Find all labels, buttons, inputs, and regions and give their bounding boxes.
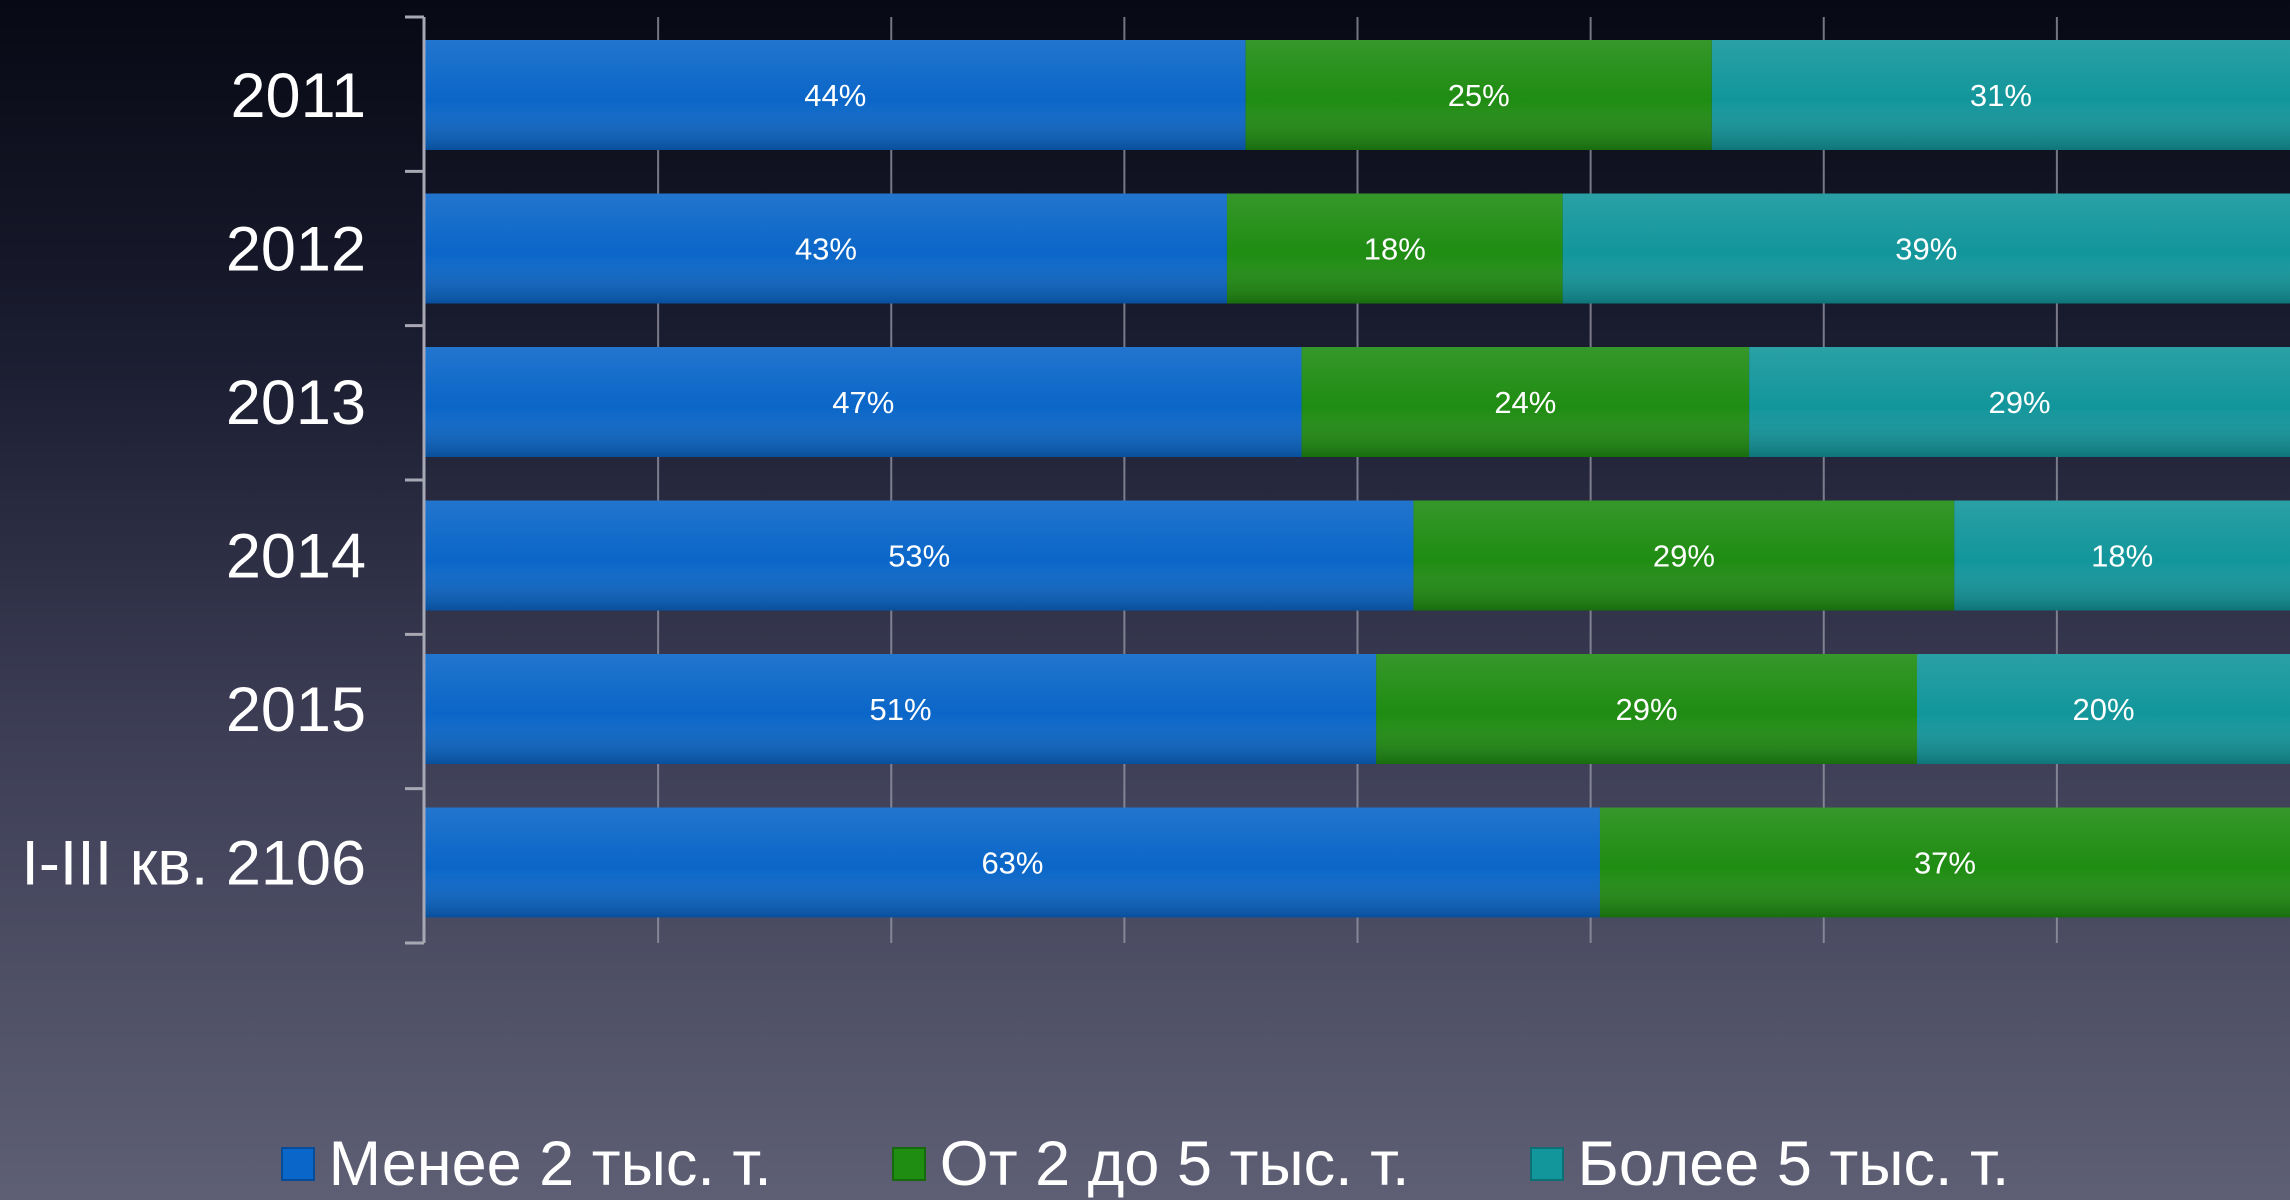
data-label: 51% [870,692,932,727]
category-label-i-iii-кв-2106: I-III кв. 2106 [21,829,366,899]
legend-item-over-5k: Более 5 тыс. т. [1529,1128,2010,1200]
data-label: 20% [2072,692,2134,727]
data-label: 44% [804,78,866,113]
data-label: 47% [832,385,894,420]
bar-segment-shade [1917,654,2290,764]
legend-label-2k-to-5k: От 2 до 5 тыс. т. [939,1129,1410,1199]
category-label-2015: 2015 [226,675,366,745]
data-label: 37% [1914,846,1976,881]
bar-segment-shade [425,193,1227,304]
bar-segment-shade [1301,347,1750,457]
gridlines [657,17,2058,943]
bar-segment-shade [1226,193,1563,304]
data-label: 18% [1364,232,1426,267]
data-label: 29% [1989,385,2051,420]
legend-item-under-2k: Менее 2 тыс. т. [280,1128,772,1200]
bar-segment-shade [1413,500,1955,611]
bars: 44% 25% 31% 43% 18% 39% 47% 24% 29% 53% 29% 18% 51% 2… [425,40,2290,918]
data-label: 31% [1970,78,2032,113]
legend: Менее 2 тыс. т. От 2 до 5 тыс. т. Более … [0,1128,2290,1200]
data-label: 29% [1616,692,1678,727]
bar-segment-shade [1954,500,2290,611]
legend-swatch-over-5k [1529,1147,1564,1181]
bar-segment-shade [425,347,1302,457]
bar-segment-shade [1562,193,2290,304]
bar-segment-shade [1599,807,2290,918]
legend-swatch-under-2k [280,1147,315,1181]
bar-segment-shade [425,40,1246,150]
category-label-2014: 2014 [226,522,366,592]
legend-swatch-2k-to-5k [891,1147,926,1181]
data-label: 24% [1494,385,1556,420]
bar-segment-shade [425,654,1377,764]
bar-segment-shade [1245,40,1712,150]
bar-segment-shade [1749,347,2290,457]
category-axis: 2011 2012 2013 2014 2015 I-III кв. 2106 [21,15,426,945]
data-label: 43% [795,232,857,267]
bar-segment-shade [425,807,1600,918]
bar-segment-shade [1711,40,2290,150]
bar-segment-shade [1376,654,1917,764]
data-label: 29% [1653,539,1715,574]
data-label: 18% [2091,539,2153,574]
data-label: 25% [1448,78,1510,113]
legend-label-over-5k: Более 5 тыс. т. [1577,1129,2010,1199]
data-label: 39% [1895,232,1957,267]
data-label: 63% [981,846,1043,881]
data-label: 53% [888,539,950,574]
category-label-2011: 2011 [231,61,366,131]
bar-segment-shade [425,500,1414,611]
category-label-2012: 2012 [226,215,366,285]
legend-item-2k-to-5k: От 2 до 5 тыс. т. [891,1128,1410,1200]
category-label-2013: 2013 [226,368,366,438]
legend-label-under-2k: Менее 2 тыс. т. [328,1129,772,1199]
